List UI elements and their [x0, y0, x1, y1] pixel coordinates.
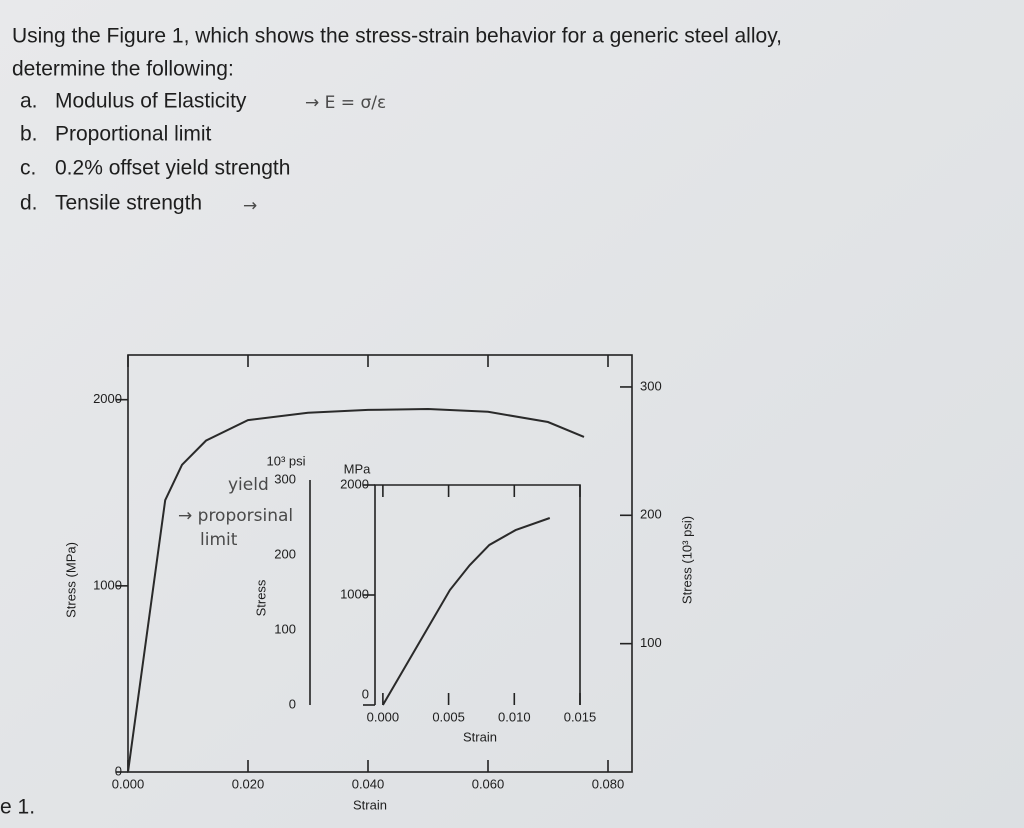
item-letter: a.	[20, 90, 38, 113]
axis-label: MPa	[344, 461, 372, 476]
y-tick-label: 0	[362, 686, 369, 701]
y-tick-label: 0	[115, 763, 122, 778]
x-tick-label: 0.040	[352, 776, 385, 791]
y2-tick-label: 200	[274, 546, 296, 561]
item-letter: b.	[20, 123, 38, 146]
item-text: Proportional limit	[55, 123, 212, 146]
axis-label: Stress	[253, 579, 268, 616]
axis-label: Strain	[353, 797, 387, 812]
axis-label: Stress (10³ psi)	[679, 516, 694, 604]
axis-label: Strain	[463, 729, 497, 744]
x-tick-label: 0.010	[498, 709, 531, 724]
y-tick-label: 1000	[93, 577, 122, 592]
y2-tick-label: 300	[640, 378, 662, 393]
note: yield	[228, 475, 269, 495]
y-tick-label: 2000	[340, 476, 369, 491]
y-tick-label: 1000	[340, 586, 369, 601]
y2-tick-label: 100	[640, 635, 662, 650]
item-letter: d.	[20, 192, 38, 215]
figure-caption: e 1.	[0, 796, 35, 819]
item-text: 0.2% offset yield strength	[55, 157, 290, 180]
x-tick-label: 0.080	[592, 776, 625, 791]
curve	[382, 517, 551, 706]
y2-tick-label: 300	[274, 471, 296, 486]
note: →	[243, 196, 257, 216]
x-tick-label: 0.020	[232, 776, 265, 791]
y-tick-label: 2000	[93, 391, 122, 406]
x-tick-label: 0.005	[432, 709, 465, 724]
note: → proporsinal	[178, 506, 293, 526]
question-line: determine the following:	[12, 58, 234, 81]
note: limit	[200, 530, 238, 550]
y2-tick-label: 200	[640, 507, 662, 522]
axis-label: 10³ psi	[266, 453, 305, 468]
plot-frame	[127, 354, 633, 773]
item-text: Modulus of Elasticity	[55, 90, 247, 113]
item-text: Tensile strength	[55, 192, 202, 215]
note: → E = σ/ε	[305, 93, 386, 113]
curve	[127, 407, 585, 773]
x-tick-label: 0.000	[367, 709, 400, 724]
axis-label: Stress (MPa)	[63, 542, 78, 618]
x-tick-label: 0.060	[472, 776, 505, 791]
x-tick-label: 0.000	[112, 776, 145, 791]
item-letter: c.	[20, 157, 36, 180]
y2-tick-label: 0	[289, 696, 296, 711]
y2-tick-label: 100	[274, 621, 296, 636]
question-line: Using the Figure 1, which shows the stre…	[12, 25, 782, 48]
x-tick-label: 0.015	[564, 709, 597, 724]
